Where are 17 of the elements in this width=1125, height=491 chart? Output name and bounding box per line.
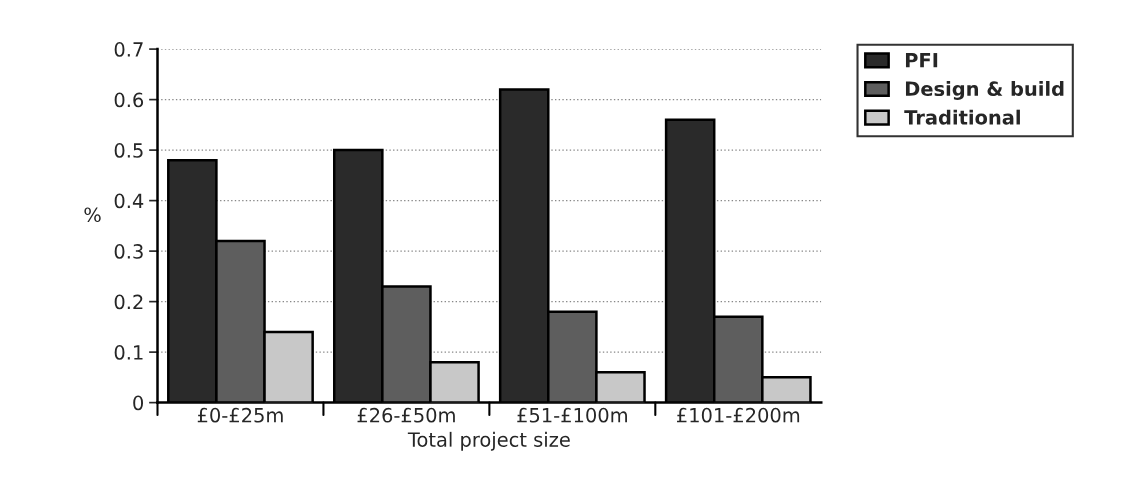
legend-label: Design & build xyxy=(905,81,1064,100)
y-tick-label: 0.4 xyxy=(114,193,144,209)
y-tick-label: 0.1 xyxy=(114,345,143,360)
x-axis-title: Total project size xyxy=(407,431,570,451)
y-tick-label: 0.7 xyxy=(114,42,143,57)
x-tick-label: £51-£100m xyxy=(517,407,627,423)
y-tick-label: 0.3 xyxy=(114,244,143,259)
x-tick-label: £26-£50m xyxy=(357,407,455,423)
y-tick-label: 0.2 xyxy=(114,294,143,310)
x-tick-label: £101-£200m xyxy=(677,407,800,423)
legend-label: PFI xyxy=(905,53,938,68)
y-tick-label: 0 xyxy=(133,395,144,411)
y-tick-label: 0.5 xyxy=(114,143,143,158)
y-tick-label: 0.6 xyxy=(114,92,144,108)
x-tick-label: £0-£25m xyxy=(197,407,283,423)
legend-label: Traditional xyxy=(904,109,1020,125)
y-axis-title: % xyxy=(84,207,101,223)
